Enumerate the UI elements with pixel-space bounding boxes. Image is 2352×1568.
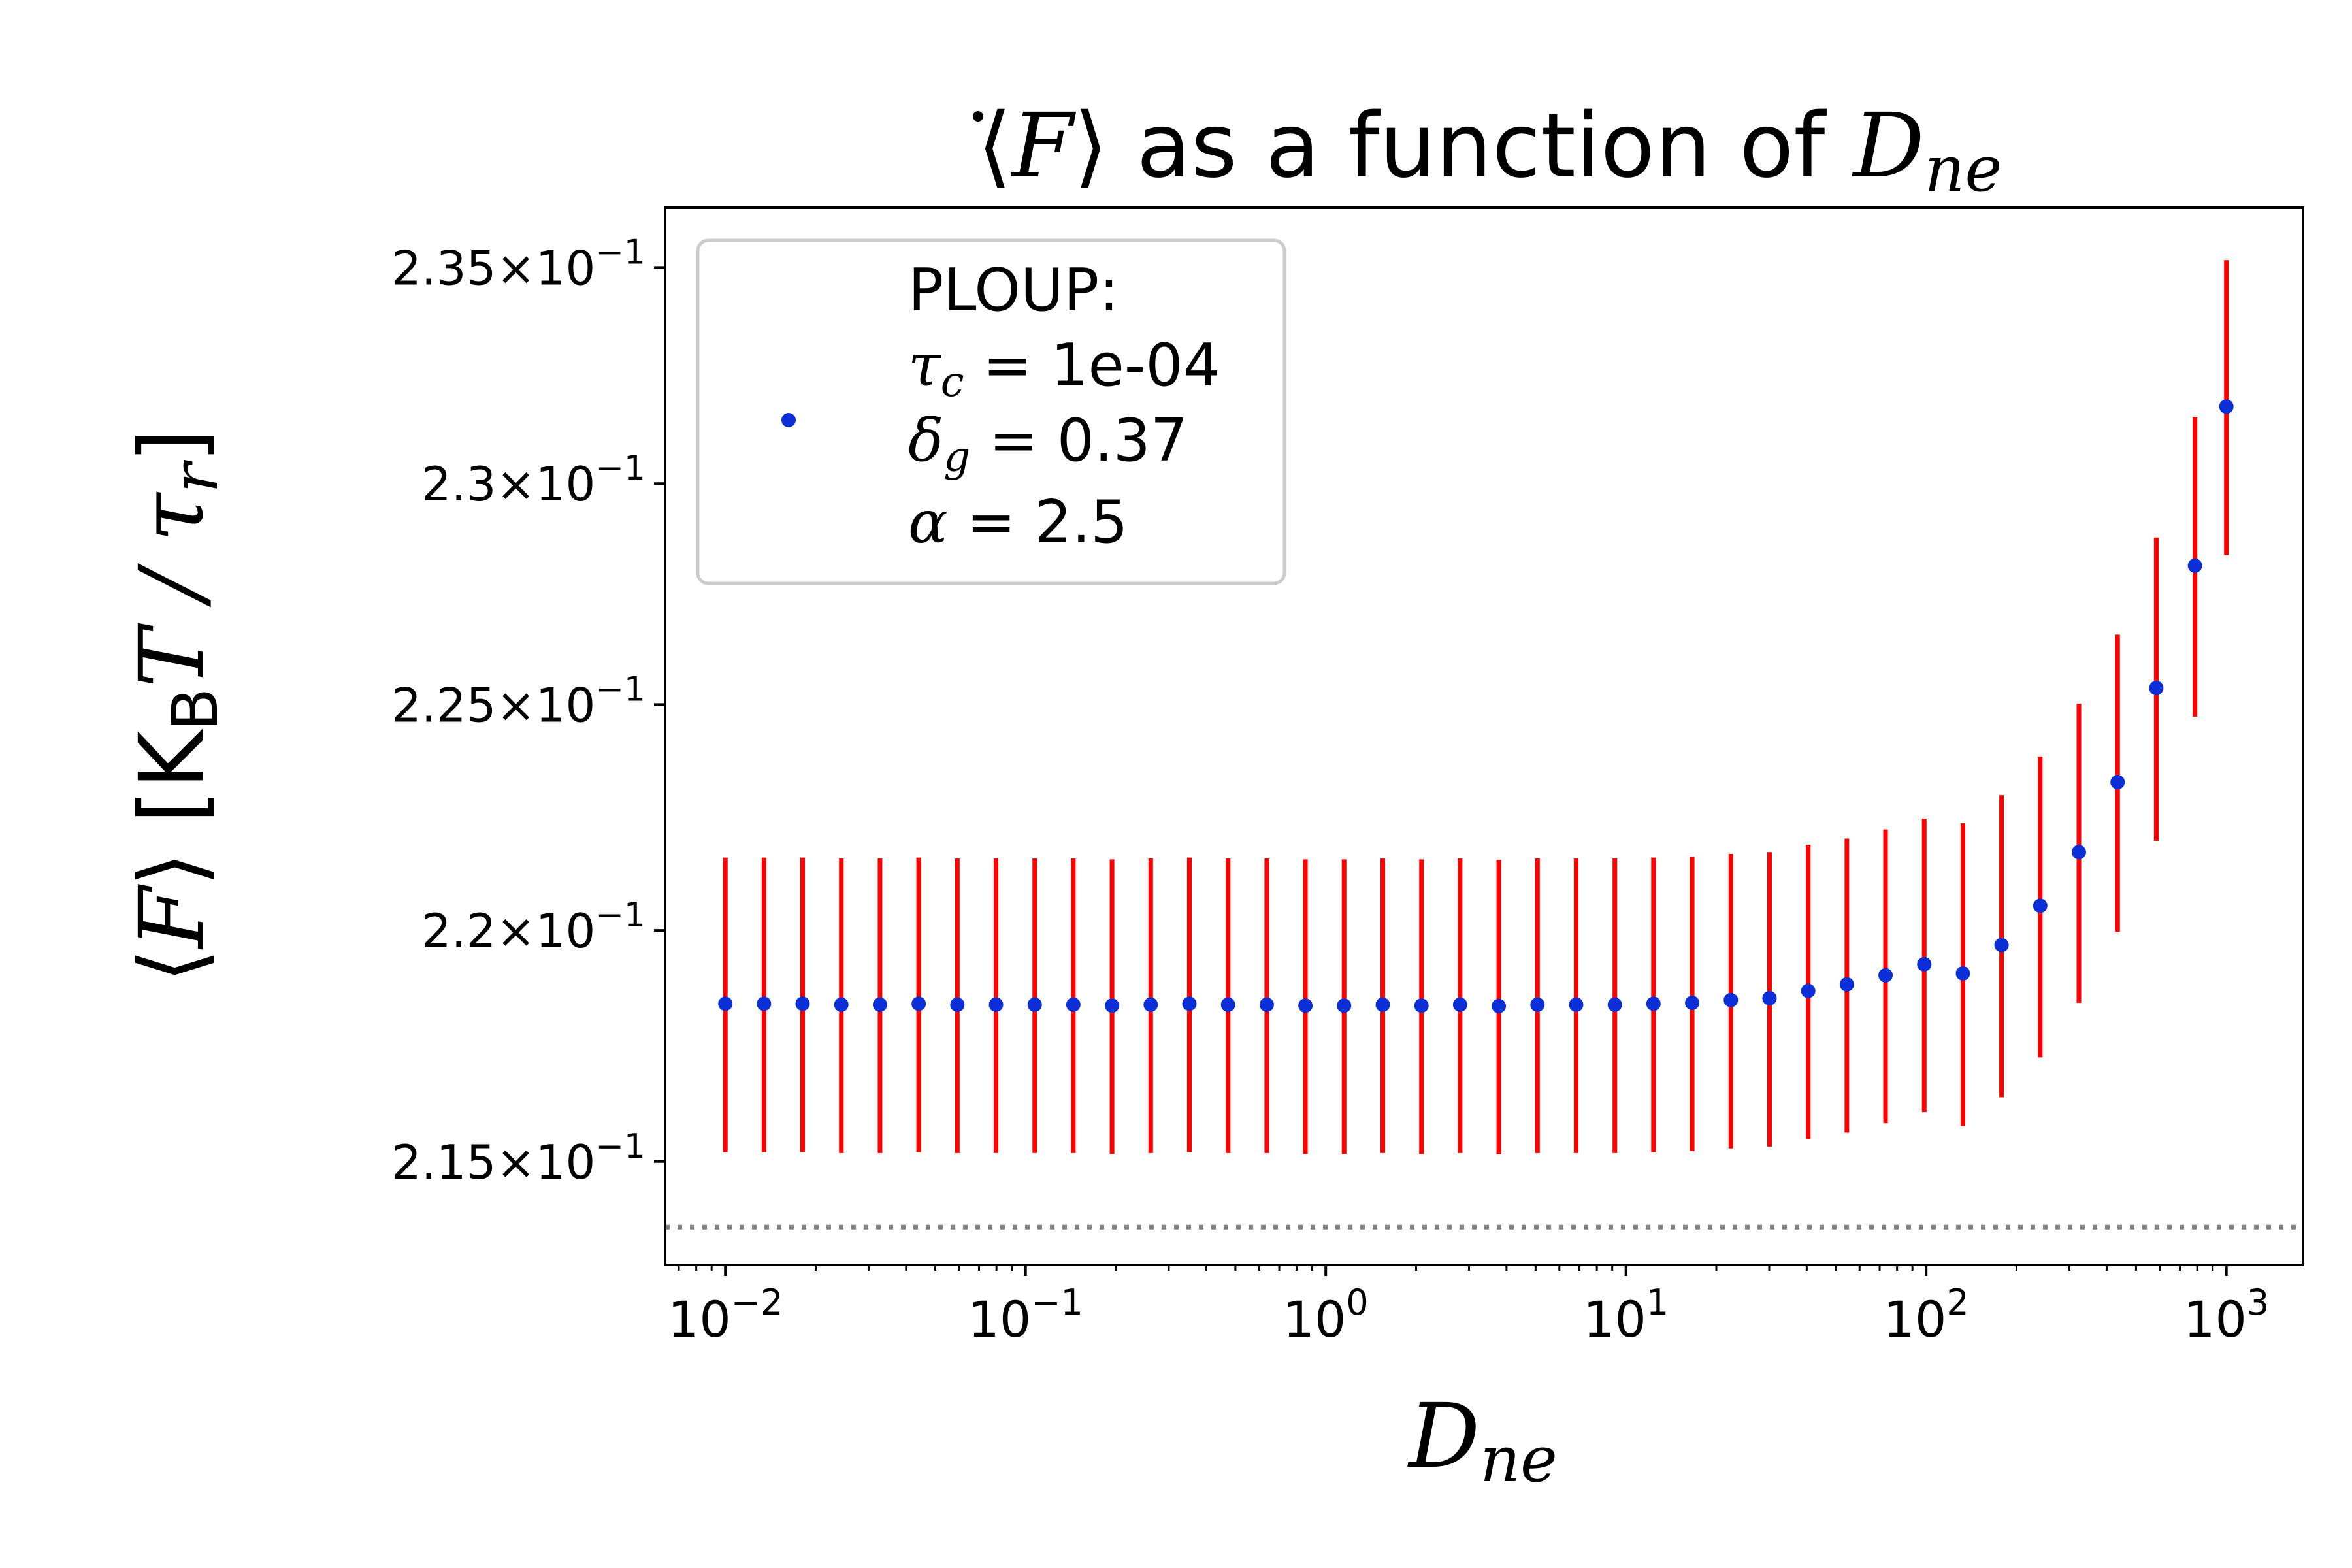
legend-line-1: PLOUP:	[908, 256, 1119, 325]
data-point	[2071, 845, 2086, 860]
data-point	[1143, 997, 1158, 1012]
data-point	[2033, 898, 2048, 913]
data-point	[1801, 983, 1816, 998]
x-tick-label: 10−2	[668, 1282, 783, 1348]
data-point	[718, 996, 733, 1011]
y-tick-label: 2.25×10−1	[391, 670, 645, 732]
data-point	[2149, 681, 2164, 696]
data-point	[1375, 997, 1390, 1012]
x-tick-label: 100	[1283, 1282, 1369, 1348]
legend-marker	[781, 413, 796, 427]
axes-frame	[664, 206, 2304, 1266]
data-point	[2219, 399, 2234, 414]
legend-line-4: α = 2.5	[908, 488, 1128, 557]
data-point	[795, 996, 810, 1011]
data-point	[1259, 997, 1274, 1012]
data-point	[1917, 956, 1932, 972]
data-point	[872, 997, 887, 1012]
data-point	[1530, 997, 1545, 1012]
data-point	[911, 996, 926, 1011]
data-point	[1685, 995, 1700, 1010]
data-point	[1452, 997, 1467, 1012]
data-point	[1839, 977, 1854, 992]
y-axis: 2.15×10−1 2.2×10−1 2.25×10−1 2.3×10−1 2.35×1…	[391, 233, 665, 1190]
data-point	[988, 997, 1004, 1012]
data-point	[1066, 997, 1081, 1012]
data-point	[1298, 998, 1313, 1013]
data-point	[1414, 998, 1429, 1013]
y-tick-label: 2.15×10−1	[391, 1127, 645, 1190]
legend: PLOUP: τc = 1e-04 δg = 0.37 α = 2.5	[696, 238, 1286, 585]
plot-area	[665, 260, 2303, 1230]
data-point	[1492, 998, 1507, 1013]
x-axis-label: Dne	[1407, 1385, 1558, 1496]
data-point	[1878, 968, 1893, 983]
data-point	[1607, 997, 1622, 1012]
data-point	[1994, 938, 2009, 953]
data-point	[1105, 998, 1120, 1013]
x-tick-label: 102	[1884, 1282, 1969, 1348]
data-point	[1569, 997, 1584, 1012]
data-point	[1723, 992, 1739, 1007]
data-point	[950, 997, 965, 1012]
data-point	[1646, 996, 1661, 1011]
data-point	[1762, 990, 1777, 1005]
y-tick-label: 2.3×10−1	[421, 449, 645, 512]
svg-text:⟨F⟩ [KBT / τr]: ⟨F⟩ [KBT / τr]	[121, 428, 232, 983]
y-tick-label: 2.2×10−1	[421, 896, 645, 958]
y-axis-label: ⟨F⟩ [KBT / τr]	[121, 428, 232, 983]
y-tick-label: 2.35×10−1	[391, 233, 645, 295]
data-point	[2110, 775, 2125, 790]
chart-title: ⟨F⟩ as a function of Dne	[977, 95, 2002, 206]
x-tick-label: 101	[1583, 1282, 1669, 1348]
data-point	[1182, 996, 1197, 1011]
data-point	[757, 996, 772, 1011]
legend-line-3: δg = 0.37	[908, 406, 1188, 482]
x-tick-label: 10−1	[968, 1282, 1083, 1348]
x-axis: 10−2 10−1 100 101 102 103	[668, 1265, 2269, 1348]
legend-frame	[696, 238, 1286, 585]
data-point	[1027, 997, 1042, 1012]
data-point	[834, 997, 849, 1012]
x-tick-label: 103	[2183, 1282, 2269, 1348]
data-point	[2187, 558, 2202, 573]
legend-line-2: τc = 1e-04	[908, 331, 1220, 406]
title-fdot-accent	[973, 111, 983, 122]
data-point	[1955, 966, 1970, 981]
data-point	[1337, 998, 1352, 1013]
data-point	[1220, 997, 1235, 1012]
